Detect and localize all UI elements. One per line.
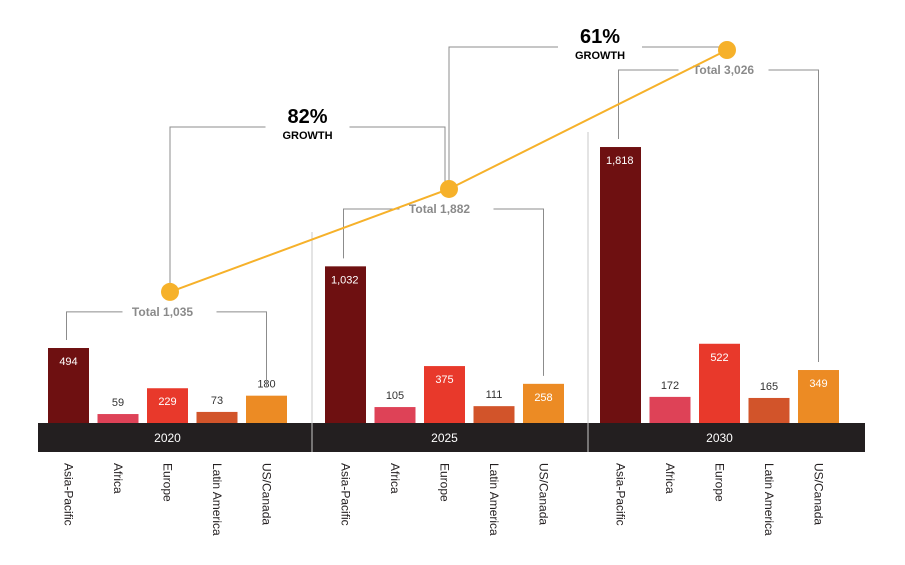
bar-2020-0 [48,348,89,423]
growth-pct: 82% [287,106,327,128]
bar-2025-2 [424,366,465,423]
total-label-bg [683,62,764,78]
total-label: Total 1,882 [409,202,470,216]
bar-value-label: 349 [809,378,827,390]
category-label: Europe [713,463,727,502]
total-label: Total 3,026 [693,63,754,77]
bar-2025-3 [473,406,515,423]
category-label: US/Canada [537,463,551,525]
bar-value-label: 172 [661,380,679,392]
category-label: Africa [388,463,402,494]
year-label: 2025 [431,431,458,445]
bar-2030-3 [748,397,790,423]
category-label: Latin America [487,463,501,536]
bar-value-label: 105 [386,390,404,402]
total-bracket-left [618,69,679,140]
total-marker [718,41,736,59]
total-label: Total 1,035 [132,305,193,319]
bar-value-label: 258 [534,392,552,404]
bar-value-label: 59 [112,397,124,409]
bar-2030-0 [600,147,641,424]
bar-2025-1 [374,407,416,423]
bar-2020-3 [196,411,238,423]
category-label: Latin America [762,463,776,536]
total-marker [161,282,179,301]
bar-2025-4 [523,383,564,423]
growth-label: GROWTH [282,130,332,142]
total-bracket-left [343,208,404,259]
category-label: US/Canada [260,463,274,525]
category-label: Africa [111,463,125,494]
bar-value-label: 522 [710,352,728,364]
total-bracket-right [493,208,544,376]
total-bracket-right [768,69,819,363]
growth-label-bg [265,105,350,147]
category-label: Asia-Pacific [614,463,628,526]
bar-value-label: 73 [211,395,223,407]
category-label: Europe [161,463,175,502]
growth-label: GROWTH [575,50,625,62]
bar-value-label: 1,032 [331,274,359,286]
total-label-bg [399,200,480,217]
bar-value-label: 111 [486,389,503,401]
category-label: Asia-Pacific [339,463,353,526]
growth-label-bg [558,25,642,67]
bar-2020-2 [147,388,188,423]
category-label: US/Canada [812,463,826,525]
total-marker [440,179,458,198]
bar-2025-0 [325,266,366,423]
bar-2020-4 [246,395,287,423]
category-label: Africa [663,463,677,494]
bar-value-label: 1,818 [606,155,634,167]
year-label: 2030 [706,431,733,445]
bar-2020-1 [97,414,139,423]
bar-2030-2 [699,343,740,423]
year-label: 2020 [154,431,181,445]
bar-2030-1 [649,396,691,423]
bar-value-label: 494 [59,356,77,368]
total-bracket-left [66,311,127,341]
bar-value-label: 229 [158,396,176,408]
axis-band [38,423,865,452]
category-label: Europe [438,463,452,502]
total-label-bg [122,303,203,320]
total-bracket-right [216,311,267,388]
bar-value-label: 165 [760,381,778,393]
category-label: Latin America [210,463,224,536]
bar-2030-4 [798,370,839,423]
bar-value-label: 375 [435,374,453,386]
category-label: Asia-Pacific [62,463,76,526]
growth-pct: 61% [580,26,620,48]
